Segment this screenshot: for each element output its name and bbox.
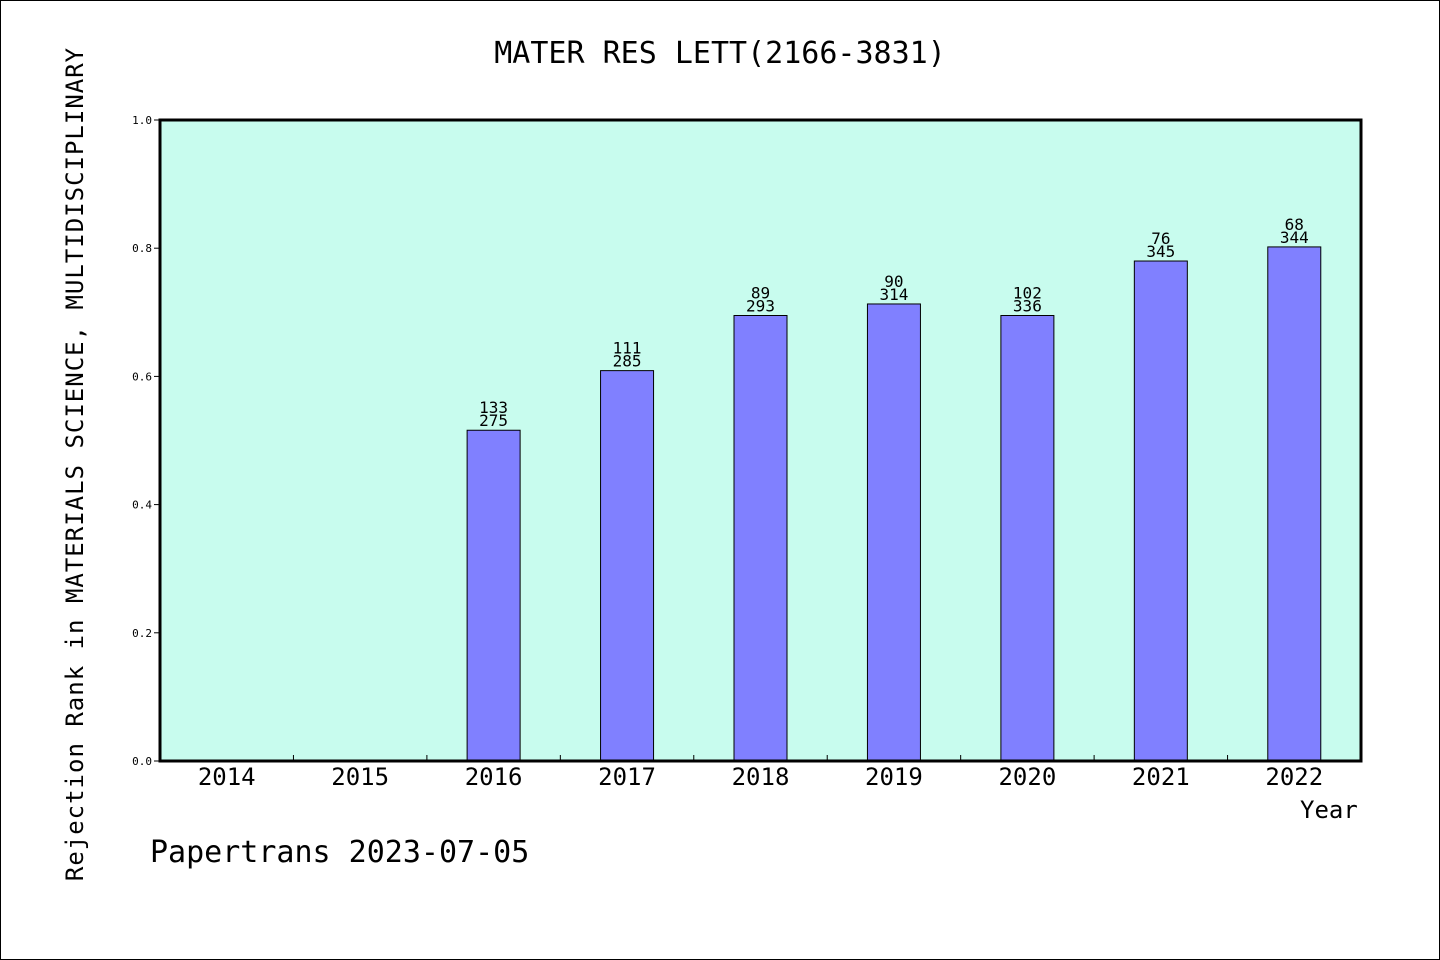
y-tick-label: 1.0 xyxy=(132,114,152,127)
x-tick-label: 2019 xyxy=(865,763,923,791)
x-axis-label: Year xyxy=(1300,796,1358,824)
bar-label-bottom: 293 xyxy=(746,297,775,316)
bar xyxy=(1133,260,1188,762)
x-tick-label: 2017 xyxy=(598,763,656,791)
x-tick-label: 2016 xyxy=(465,763,523,791)
bar xyxy=(600,370,655,762)
bar-label-top: 89 xyxy=(751,284,770,303)
bar-label-bottom: 285 xyxy=(613,352,642,371)
bar-label-bottom: 336 xyxy=(1013,297,1042,316)
bar xyxy=(1267,246,1322,762)
bar xyxy=(866,303,921,762)
bar-label-top: 90 xyxy=(884,272,903,291)
x-tick-label: 2018 xyxy=(732,763,790,791)
bar-label-top: 102 xyxy=(1013,284,1042,303)
x-tick-label: 2015 xyxy=(331,763,389,791)
bar-label-top: 133 xyxy=(479,398,508,417)
y-tick-label: 0.6 xyxy=(132,370,152,383)
bar xyxy=(733,315,788,762)
bar-label-bottom: 314 xyxy=(879,285,908,304)
chart-title: MATER RES LETT(2166-3831) xyxy=(494,36,946,71)
bar-label-top: 68 xyxy=(1285,215,1304,234)
bar-label-top: 111 xyxy=(613,339,642,358)
x-tick-label: 2021 xyxy=(1132,763,1190,791)
y-tick-label: 0.4 xyxy=(132,499,152,512)
bar xyxy=(466,429,521,762)
x-tick-label: 2014 xyxy=(198,763,256,791)
x-tick-label: 2022 xyxy=(1265,763,1323,791)
plot-border xyxy=(158,118,1363,763)
y-tick-label: 0.0 xyxy=(132,755,152,768)
axis-ticks: 2014 2015 2016 2017 2018 2019 2020 2021 2022 0.0 0… xyxy=(132,114,1323,791)
bar-label-bottom: 344 xyxy=(1280,228,1309,247)
x-tick-label: 2020 xyxy=(998,763,1056,791)
bar-label-bottom: 345 xyxy=(1146,242,1175,261)
bar-label-bottom: 275 xyxy=(479,411,508,430)
y-tick-label: 0.2 xyxy=(132,627,152,640)
y-tick-label: 0.8 xyxy=(132,242,152,255)
bar xyxy=(1000,315,1055,762)
footer-credit: Papertrans 2023-07-05 xyxy=(150,835,530,870)
bar-label-top: 76 xyxy=(1151,229,1170,248)
